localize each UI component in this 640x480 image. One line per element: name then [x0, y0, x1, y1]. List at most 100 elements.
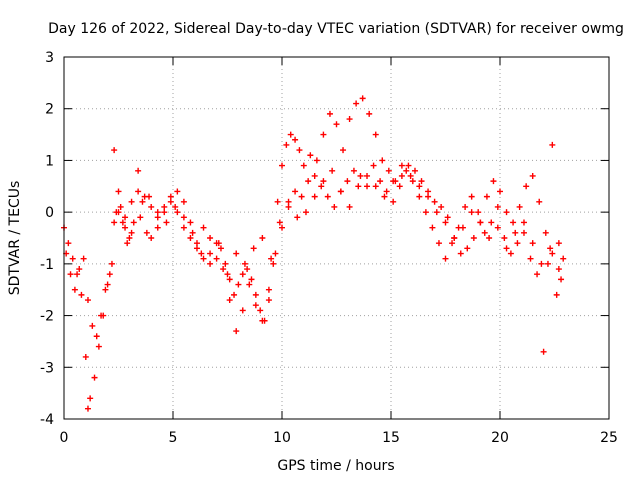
plot-frame [63, 56, 610, 420]
data-point [174, 209, 181, 216]
data-point [193, 245, 200, 252]
data-point [451, 235, 458, 241]
data-point [276, 219, 283, 226]
data-point [200, 224, 207, 231]
data-point [187, 219, 194, 226]
data-point [137, 214, 144, 221]
data-point [239, 307, 246, 314]
data-point [279, 224, 285, 231]
data-point [483, 193, 490, 200]
data-point [425, 188, 432, 195]
data-point [438, 203, 445, 210]
data-point [189, 229, 196, 236]
data-point [146, 193, 153, 200]
data-point [457, 250, 464, 257]
data-point [383, 188, 390, 195]
data-point [135, 167, 142, 174]
data-point [250, 245, 257, 252]
data-point [558, 276, 565, 283]
data-point [416, 193, 423, 200]
data-point [143, 229, 150, 236]
data-point [128, 229, 135, 236]
data-point [67, 271, 74, 278]
data-point [540, 348, 547, 355]
data-point [346, 203, 353, 210]
x-axis-title: GPS time / hours [277, 458, 394, 474]
data-point [217, 245, 224, 252]
data-point [226, 297, 233, 304]
data-point [555, 266, 562, 273]
data-point [215, 240, 222, 247]
data-point [544, 260, 551, 267]
data-point [222, 260, 229, 267]
data-point [257, 307, 264, 314]
data-point [398, 162, 405, 169]
data-point [422, 209, 429, 216]
data-point [270, 260, 277, 267]
data-point [78, 291, 85, 298]
data-point [542, 229, 549, 236]
data-point [161, 209, 168, 216]
x-tick-label: 20 [491, 430, 509, 446]
data-point [74, 271, 81, 278]
data-point [520, 219, 527, 226]
data-point [449, 240, 456, 247]
data-point [235, 281, 242, 288]
data-point [117, 203, 124, 210]
data-point [520, 229, 527, 236]
data-point [516, 203, 523, 210]
data-point [285, 198, 292, 205]
data-point [429, 224, 436, 231]
data-point [283, 141, 290, 148]
data-point [292, 136, 299, 143]
data-point [527, 255, 534, 262]
y-tick-label: 3 [45, 50, 54, 66]
data-point [555, 240, 562, 247]
data-point [65, 240, 72, 247]
data-point [503, 245, 510, 252]
data-point [126, 235, 133, 241]
data-point [538, 260, 545, 267]
data-point [108, 260, 115, 267]
data-point [324, 193, 331, 200]
data-point [163, 219, 170, 226]
data-point [462, 203, 469, 210]
data-point [115, 188, 122, 195]
data-point [259, 317, 266, 324]
data-point [494, 224, 501, 231]
data-point [154, 214, 161, 221]
data-point [433, 209, 440, 216]
data-point [529, 172, 536, 179]
data-point [265, 297, 272, 304]
data-point [91, 374, 98, 381]
data-point [514, 240, 521, 247]
data-point [459, 224, 466, 231]
data-point [268, 255, 275, 262]
data-point [187, 235, 194, 241]
data-point [355, 183, 362, 190]
data-point [298, 193, 305, 200]
data-point [300, 162, 307, 169]
data-point [431, 198, 438, 205]
data-point [84, 405, 91, 412]
data-point [207, 235, 214, 241]
data-point [154, 224, 161, 231]
data-point [435, 240, 442, 247]
data-point [135, 188, 142, 195]
data-point [200, 255, 207, 262]
data-point [488, 219, 495, 226]
data-point [246, 281, 253, 288]
data-point [193, 240, 200, 247]
data-point [224, 271, 231, 278]
data-points [61, 95, 567, 412]
data-point [377, 178, 384, 185]
data-point [239, 271, 246, 278]
data-point [307, 152, 314, 159]
data-point [95, 343, 102, 350]
data-point [331, 203, 338, 210]
data-point [130, 219, 137, 226]
data-point [115, 209, 122, 216]
data-point [311, 172, 318, 179]
data-point [302, 209, 309, 216]
data-point [490, 178, 497, 185]
